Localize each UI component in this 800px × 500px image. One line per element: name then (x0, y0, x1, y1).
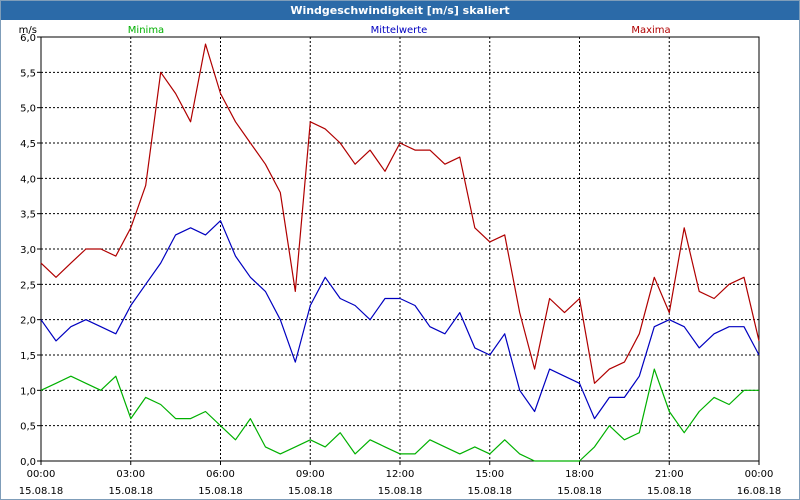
x-tick-time: 15:00 (475, 469, 504, 480)
y-tick-label: 0,0 (20, 457, 36, 468)
legend: Minima Mittelwerte Maxima (128, 25, 671, 36)
line-chart: 0,0 0,5 1,0 1,5 2,0 2,5 3,0 3,5 4,0 4,5 5,0 5,5 6,0m… (19, 25, 782, 497)
y-tick-label: 4,5 (20, 139, 36, 150)
x-tick-time: 00:00 (27, 469, 56, 480)
y-tick-label: 5,5 (20, 68, 36, 79)
x-tick-time: 06:00 (206, 469, 235, 480)
x-tick-time: 09:00 (296, 469, 325, 480)
y-tick-label: 2,5 (20, 280, 36, 291)
y-tick-label: 1,0 (20, 386, 36, 397)
y-tick-label: 5,0 (20, 104, 36, 115)
x-tick-date: 15.08.18 (19, 486, 64, 497)
x-tick-time: 21:00 (655, 469, 684, 480)
y-tick-label: 6,0 (20, 33, 36, 44)
x-tick-date: 15.08.18 (557, 486, 602, 497)
grid (41, 36, 759, 461)
x-tick-date: 15.08.18 (467, 486, 512, 497)
legend-item-mittelwerte: Mittelwerte (371, 25, 428, 36)
y-tick-label: 0,5 (20, 422, 36, 433)
series-line-minima (40, 368, 759, 462)
y-tick-label: 3,5 (20, 210, 36, 221)
series (40, 43, 760, 462)
x-tick-date: 16.08.18 (737, 486, 782, 497)
x-tick-date: 15.08.18 (198, 486, 243, 497)
x-tick-date: 15.08.18 (288, 486, 333, 497)
series-line-maxima (40, 43, 760, 384)
y-tick-label: 2,0 (20, 316, 36, 327)
x-tick-time: 18:00 (565, 469, 594, 480)
y-tick-label: 1,5 (20, 351, 36, 362)
y-tick-label: 3,0 (20, 245, 36, 256)
x-tick-date: 15.08.18 (108, 486, 153, 497)
chart-title: Windgeschwindigkeit [m/s] skaliert (1, 1, 799, 20)
x-tick-time: 03:00 (116, 469, 145, 480)
x-tick-date: 15.08.18 (378, 486, 423, 497)
series-line-mittelwerte (40, 220, 760, 420)
y-tick-label: 4,0 (20, 174, 36, 185)
x-tick-time: 00:00 (745, 469, 774, 480)
legend-item-maxima: Maxima (631, 25, 670, 36)
axes: 0,0 0,5 1,0 1,5 2,0 2,5 3,0 3,5 4,0 4,5 5,0 5,5 6,0m… (19, 25, 782, 497)
x-tick-date: 15.08.18 (647, 486, 692, 497)
legend-item-minima: Minima (128, 25, 164, 36)
y-axis-label: m/s (19, 25, 37, 36)
x-tick-time: 12:00 (386, 469, 415, 480)
